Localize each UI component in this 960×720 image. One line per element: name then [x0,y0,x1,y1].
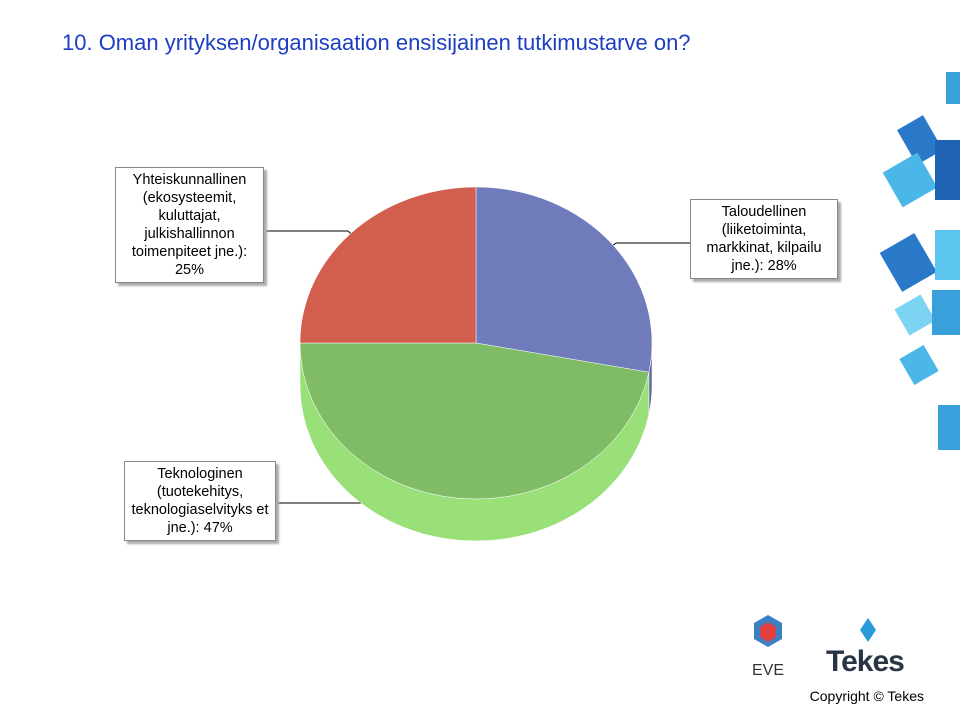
logo-text: Tekes [826,645,905,678]
decoration [266,72,960,647]
value-label: 47% [203,520,233,536]
logo-text: EVE [752,662,785,679]
value-label: 28% [767,258,797,274]
slice [299,186,477,344]
data-label: Taloudellinen (liiketoiminta, markkinat,… [690,199,838,279]
data-label: Yhteiskunnallinen (ekosysteemit, kulutta… [115,167,264,283]
data-label: Teknologinen (tuotekehitys, teknologiase… [124,461,276,541]
copyright: Copyright © Tekes [809,688,924,704]
category-label: Taloudellinen (liiketoiminta, markkinat,… [706,204,822,274]
slice [299,342,650,500]
chart-title: 10. Oman yrityksen/organisaation ensisij… [62,30,691,55]
category-label: Teknologinen (tuotekehitys, teknologiase… [131,466,269,536]
slice [475,186,653,373]
category-label: Yhteiskunnallinen (ekosysteemit, kulutta… [131,172,248,260]
value-label: 25% [174,262,205,278]
